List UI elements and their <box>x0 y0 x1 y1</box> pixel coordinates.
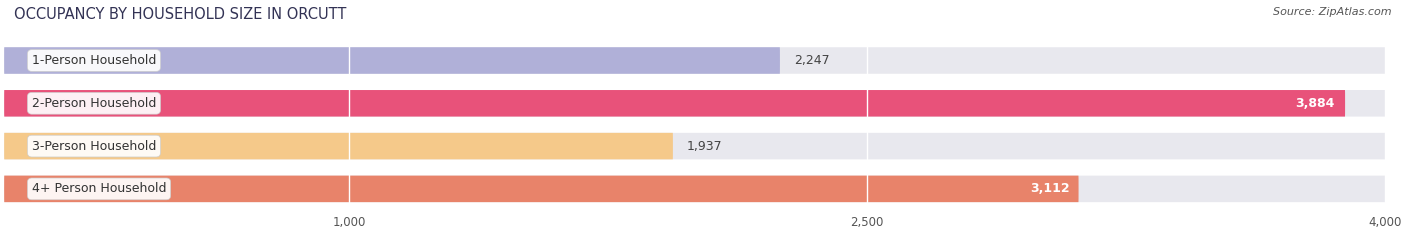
Text: 3,112: 3,112 <box>1031 182 1070 195</box>
FancyBboxPatch shape <box>4 47 1385 74</box>
FancyBboxPatch shape <box>4 47 780 74</box>
FancyBboxPatch shape <box>4 133 673 159</box>
Text: OCCUPANCY BY HOUSEHOLD SIZE IN ORCUTT: OCCUPANCY BY HOUSEHOLD SIZE IN ORCUTT <box>14 7 346 22</box>
Text: 4+ Person Household: 4+ Person Household <box>32 182 166 195</box>
FancyBboxPatch shape <box>4 176 1078 202</box>
Text: Source: ZipAtlas.com: Source: ZipAtlas.com <box>1274 7 1392 17</box>
Text: 3,884: 3,884 <box>1295 97 1334 110</box>
Text: 2,247: 2,247 <box>794 54 830 67</box>
FancyBboxPatch shape <box>4 90 1385 116</box>
Text: 1-Person Household: 1-Person Household <box>32 54 156 67</box>
Text: 3-Person Household: 3-Person Household <box>32 140 156 153</box>
FancyBboxPatch shape <box>4 90 1346 116</box>
FancyBboxPatch shape <box>4 176 1385 202</box>
FancyBboxPatch shape <box>4 133 1385 159</box>
Text: 1,937: 1,937 <box>686 140 723 153</box>
Text: 2-Person Household: 2-Person Household <box>32 97 156 110</box>
